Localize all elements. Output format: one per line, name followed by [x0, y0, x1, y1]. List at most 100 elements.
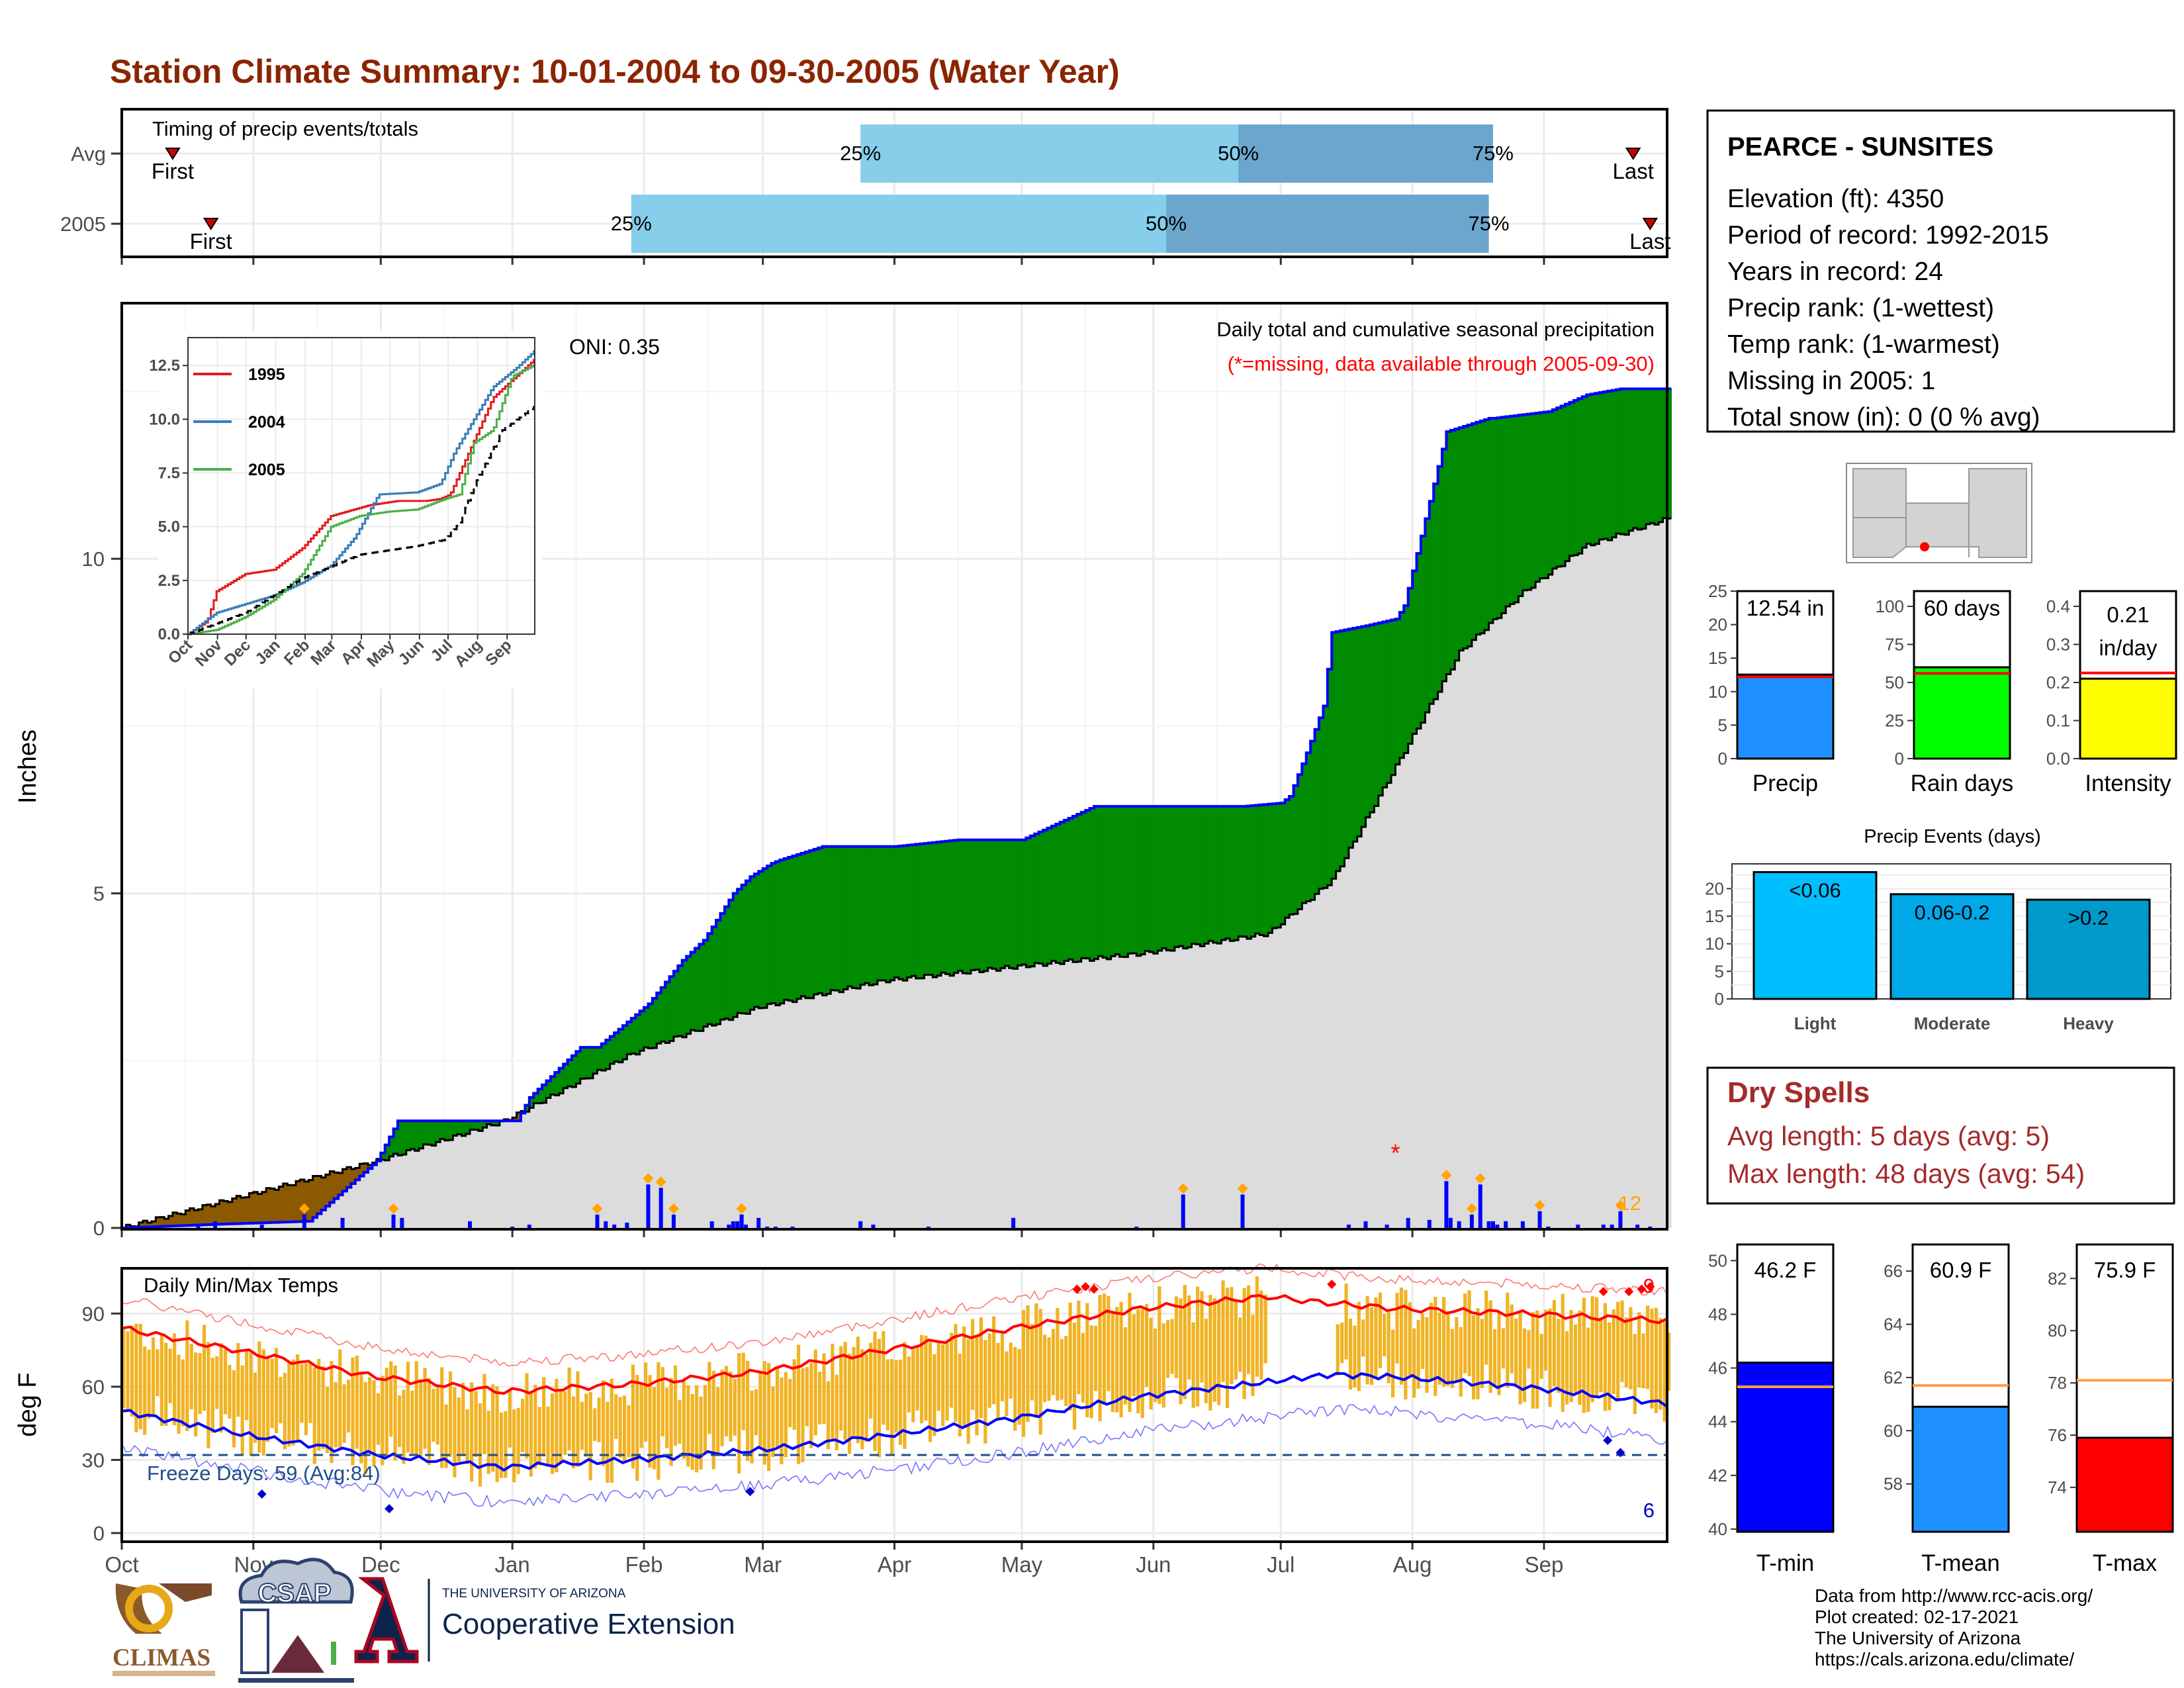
above-avg-fill	[533, 1093, 539, 1103]
above-avg-fill	[1620, 389, 1625, 535]
daily-temp-bar	[520, 1399, 525, 1452]
daily-temp-bar	[1238, 1317, 1242, 1372]
above-avg-fill	[580, 1047, 585, 1079]
above-avg-fill	[839, 846, 844, 992]
precip-events-chart: Precip Events (days) <0.06 Light 0.06-0.2 M…	[1705, 826, 2171, 1033]
daily-temp-bar	[228, 1365, 232, 1419]
daily-temp-bar	[1510, 1304, 1514, 1374]
above-avg-fill	[1263, 804, 1269, 937]
above-avg-fill	[1246, 806, 1251, 939]
heavy-event-marker	[1534, 1199, 1545, 1211]
above-avg-fill	[639, 1011, 645, 1051]
above-avg-fill	[1255, 805, 1260, 934]
above-avg-fill	[1539, 412, 1545, 579]
daily-temp-bar	[130, 1325, 134, 1417]
above-avg-fill	[784, 859, 789, 1000]
below-avg-fill	[172, 1212, 177, 1226]
above-avg-fill	[606, 1040, 611, 1069]
daily-temp-bar	[877, 1338, 882, 1458]
daily-precip-bar	[196, 1224, 201, 1228]
record-max-line	[121, 1263, 1668, 1367]
events-value: <0.06	[1789, 878, 1841, 902]
above-avg-fill	[1408, 588, 1413, 744]
summary-bar	[1736, 673, 1835, 760]
daily-temp-bar	[1522, 1328, 1527, 1403]
daily-temp-bar	[159, 1333, 163, 1427]
last-label: Last	[1629, 229, 1670, 254]
above-avg-fill	[1093, 806, 1099, 959]
events-bar	[1889, 893, 2015, 1000]
daily-precip-bar	[1537, 1211, 1542, 1228]
daily-temp-bar	[1561, 1293, 1565, 1412]
below-avg-fill	[202, 1205, 207, 1225]
above-avg-fill	[414, 1121, 420, 1151]
timing-bar-25-50	[631, 195, 1167, 253]
above-avg-fill	[1098, 806, 1103, 957]
daily-temp-bar	[1030, 1324, 1034, 1401]
daily-temp-bar	[780, 1377, 784, 1464]
daily-temp-bar	[737, 1353, 741, 1474]
daily-temp-bar	[936, 1340, 940, 1411]
daily-temp-bar	[801, 1368, 805, 1462]
record-high-marker	[1624, 1287, 1634, 1297]
ua-small-text: THE UNIVERSITY OF ARIZONA	[442, 1587, 626, 1601]
daily-temp-bar	[733, 1379, 737, 1436]
above-avg-fill	[644, 1007, 649, 1048]
above-avg-fill	[1119, 806, 1124, 957]
daily-temp-bar	[546, 1406, 550, 1467]
daily-temp-bar	[1612, 1309, 1615, 1394]
heavy-event-marker	[655, 1176, 666, 1188]
min-count: 6	[1643, 1499, 1655, 1522]
daily-precip-bar	[595, 1214, 600, 1228]
below-avg-fill	[168, 1215, 173, 1227]
above-avg-fill	[1297, 774, 1302, 910]
daily-temp-bar	[669, 1378, 673, 1466]
temp-panel: Daily Min/Max Temps Freeze Days: 59 (Avg:…	[14, 1263, 1671, 1577]
daily-temp-bar	[206, 1342, 210, 1448]
above-avg-fill	[381, 1152, 386, 1160]
below-avg-fill	[274, 1190, 279, 1223]
above-avg-fill	[546, 1080, 551, 1098]
heavy-event-marker	[1615, 1199, 1626, 1211]
temp-bar-tick-label: 76	[2048, 1425, 2067, 1445]
heavy-count: 12	[1619, 1192, 1641, 1215]
above-avg-fill	[1021, 839, 1026, 965]
above-avg-fill	[1641, 389, 1647, 529]
daily-temp-bar	[1047, 1337, 1051, 1401]
daily-temp-bar	[1518, 1311, 1522, 1405]
daily-temp-bar	[784, 1372, 788, 1458]
above-avg-fill	[1072, 816, 1077, 962]
below-avg-fill	[164, 1219, 169, 1227]
credit-line: Plot created: 02-17-2021	[1815, 1607, 2019, 1627]
daily-temp-bar	[177, 1354, 181, 1434]
daily-precip-bar	[1520, 1221, 1525, 1228]
above-avg-fill	[737, 889, 743, 1013]
above-avg-fill	[1369, 624, 1375, 813]
daily-temp-bar	[219, 1342, 223, 1432]
station-line: Years in record: 24	[1727, 258, 1943, 286]
daily-temp-bar	[198, 1352, 202, 1415]
above-avg-fill	[758, 871, 764, 1008]
above-avg-fill	[1242, 806, 1248, 937]
temp-y-tick-label: 90	[82, 1302, 105, 1325]
daily-temp-bar	[771, 1386, 775, 1458]
above-avg-fill	[933, 842, 938, 978]
daily-temp-bar	[635, 1375, 639, 1481]
above-avg-fill	[1412, 571, 1418, 734]
record-low-marker	[1603, 1435, 1613, 1445]
daily-temp-bar	[1416, 1319, 1420, 1389]
station-box: PEARCE - SUNSITES Elevation (ft): 4350 P…	[1706, 109, 2175, 433]
heavy-event-marker	[736, 1203, 747, 1214]
daily-temp-bar	[1102, 1293, 1107, 1405]
daily-temp-bar	[334, 1382, 338, 1448]
above-avg-fill	[1318, 718, 1324, 889]
daily-temp-bar	[996, 1342, 1000, 1421]
daily-temp-bar	[864, 1354, 868, 1442]
above-avg-fill	[1047, 827, 1052, 964]
above-avg-fill	[882, 846, 887, 981]
daily-temp-bar	[126, 1331, 130, 1412]
above-avg-fill	[962, 839, 968, 974]
below-avg-fill	[206, 1204, 212, 1225]
daily-temp-bar	[898, 1359, 903, 1445]
above-avg-fill	[1238, 806, 1244, 937]
